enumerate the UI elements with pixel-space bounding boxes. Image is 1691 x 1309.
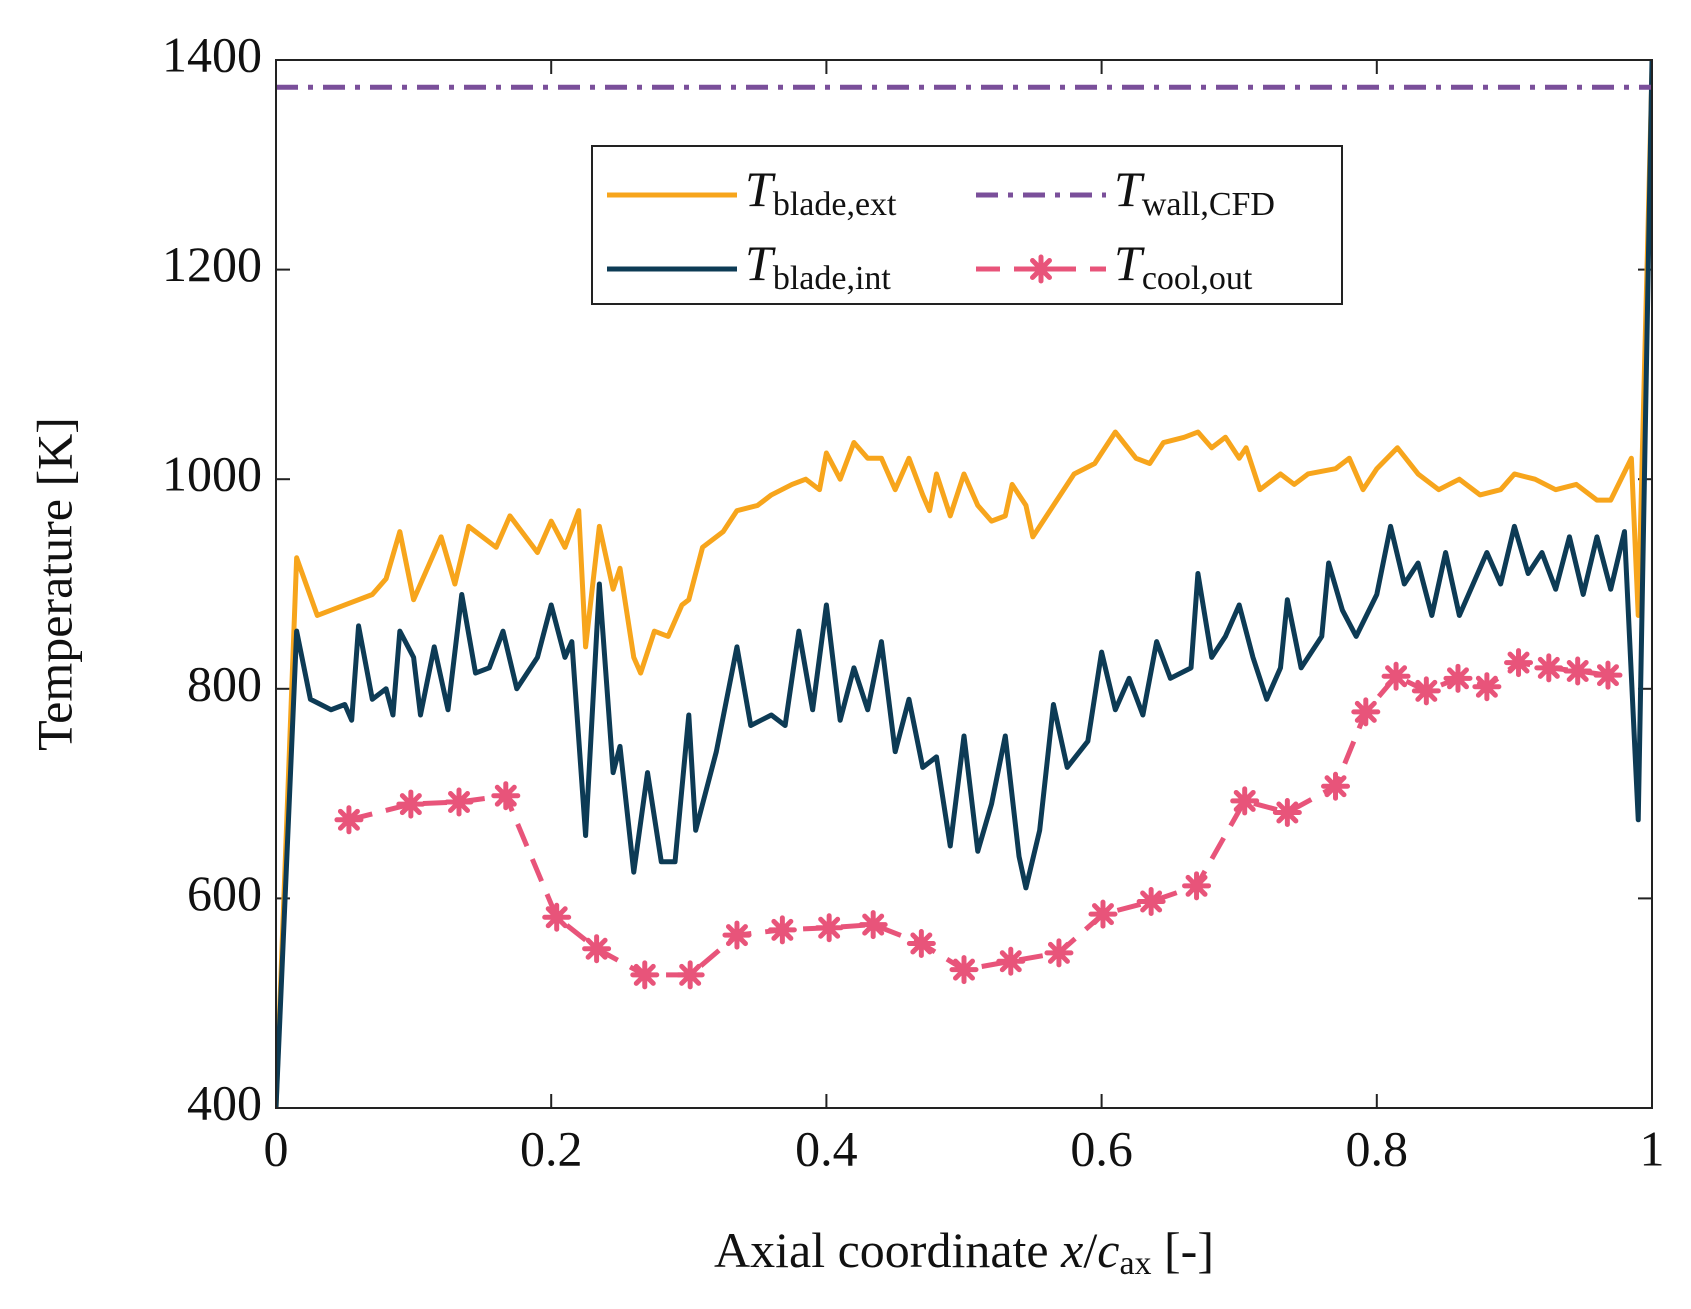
marker — [1563, 656, 1593, 686]
marker — [1182, 871, 1212, 901]
marker — [1088, 899, 1118, 929]
marker — [582, 934, 612, 964]
y-tick-label: 1400 — [162, 26, 262, 82]
y-tick-label: 1000 — [162, 446, 262, 502]
marker — [949, 955, 979, 985]
x-tick-label: 1 — [1640, 1120, 1665, 1176]
y-tick-label: 600 — [187, 865, 262, 921]
legend-marker — [1026, 254, 1056, 284]
marker — [1504, 648, 1534, 678]
marker — [675, 960, 705, 990]
marker — [906, 928, 936, 958]
x-tick-label: 0.6 — [1070, 1120, 1133, 1176]
x-tick-label: 0.8 — [1346, 1120, 1409, 1176]
x-tick-label: 0.4 — [795, 1120, 858, 1176]
marker — [491, 781, 521, 811]
x-axis-label: Axial coordinate x/cax [-] — [714, 1222, 1214, 1281]
y-tick-label: 1200 — [162, 236, 262, 292]
marker — [1136, 887, 1166, 917]
marker — [1351, 697, 1381, 727]
marker — [334, 805, 364, 835]
marker — [396, 789, 426, 819]
marker — [1272, 797, 1302, 827]
y-tick-label: 800 — [187, 655, 262, 711]
marker — [1443, 663, 1473, 693]
legend-label: Tblade,ext — [745, 161, 897, 222]
marker — [996, 946, 1026, 976]
y-axis-label: Temperature [K] — [26, 417, 82, 751]
legend-label: Tblade,int — [745, 235, 891, 296]
marker — [1593, 660, 1623, 690]
marker — [858, 910, 888, 940]
axes-box — [275, 59, 1653, 1109]
series-line — [276, 60, 1652, 1108]
series-line — [348, 660, 1609, 978]
x-tick-label: 0.2 — [520, 1120, 583, 1176]
marker — [1534, 653, 1564, 683]
marker — [542, 902, 572, 932]
marker — [1321, 771, 1351, 801]
marker — [1381, 661, 1411, 691]
marker — [630, 960, 660, 990]
marker — [444, 787, 474, 817]
marker — [1044, 938, 1074, 968]
marker — [767, 915, 797, 945]
x-tick-label: 0 — [264, 1120, 289, 1176]
marker — [722, 920, 752, 950]
marker — [1472, 672, 1502, 702]
marker — [814, 913, 844, 943]
marker — [1230, 786, 1260, 816]
y-tick-label: 400 — [187, 1074, 262, 1130]
legend-box — [591, 145, 1343, 305]
legend-label: Tcool,out — [1114, 235, 1253, 296]
series-line — [276, 70, 1652, 1108]
marker — [1411, 676, 1441, 706]
legend-label: Twall,CFD — [1114, 161, 1275, 222]
